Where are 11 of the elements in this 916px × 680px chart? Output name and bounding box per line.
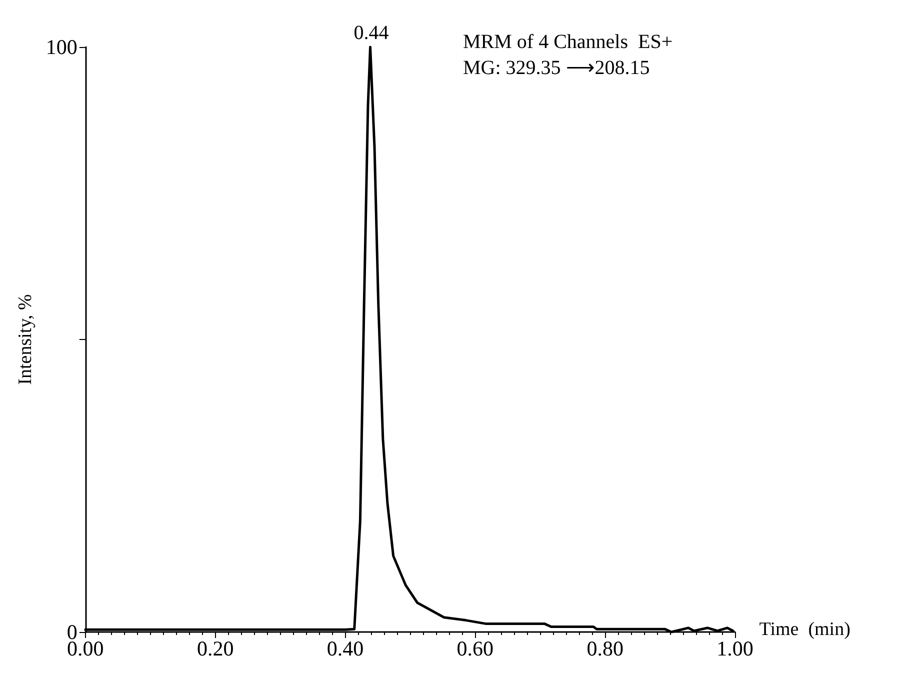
y-axis-title: Intensity, % [15,294,36,385]
annotation: MG: 329.35 ⟶208.15 [463,57,650,79]
x-tick-label: 0.80 [586,636,624,660]
x-axis-title: Time (min) [759,619,850,640]
x-tick-label: 0.60 [456,636,494,660]
y-tick-label: 100 [46,35,78,59]
x-tick-label: 0.40 [326,636,364,660]
annotation: MRM of 4 Channels ES+ [463,31,673,53]
x-tick-label: 0.20 [196,636,234,660]
annotation: 0.44 [354,22,389,44]
x-tick-label: 1.00 [716,636,754,660]
